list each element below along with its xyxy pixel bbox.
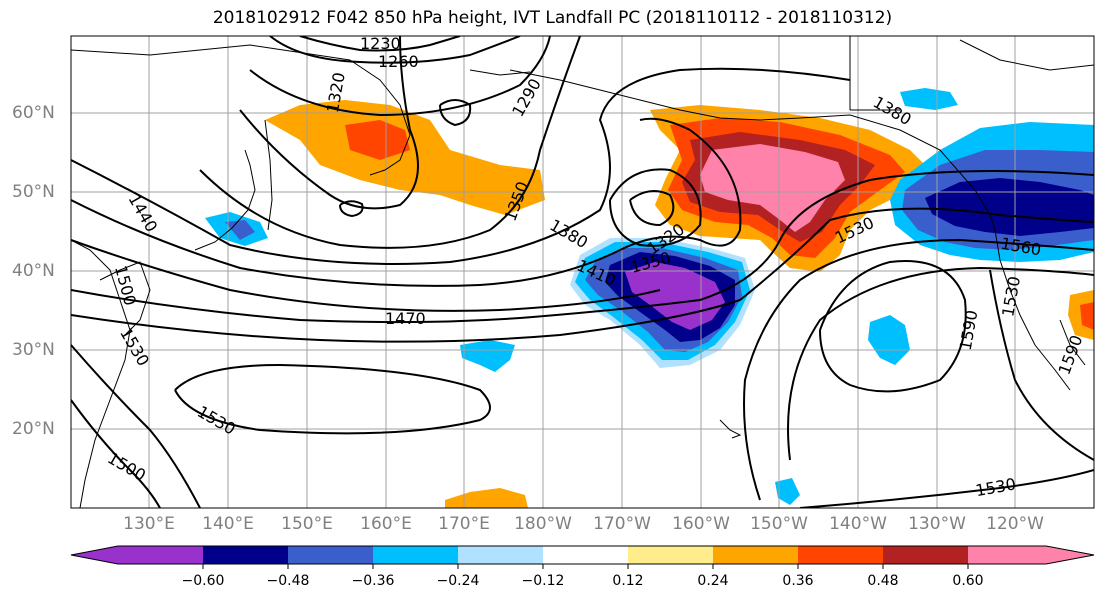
lon-label: 170°E <box>438 514 490 534</box>
lon-label: 180°W <box>514 514 572 534</box>
shade-blue-small-3 <box>775 478 800 505</box>
colorbar-tick-label: −0.24 <box>436 573 480 589</box>
contour-1530-south-loop <box>174 363 491 435</box>
colorbar-seg <box>713 546 798 564</box>
coast-alaska <box>509 69 996 231</box>
colorbar-tick-label: 0.12 <box>612 573 644 589</box>
lon-label: 140°W <box>829 514 887 534</box>
lat-label: 60°N <box>12 103 55 123</box>
contour-1530-east <box>743 238 1094 501</box>
shade-red-kamchatka <box>345 120 410 160</box>
contour-1440 <box>71 239 661 312</box>
lon-label: 150°E <box>281 514 333 534</box>
colorbar-tick-label: 0.60 <box>952 573 984 589</box>
contour-low-central-2 <box>609 168 702 247</box>
shade-blue-alaska <box>900 88 958 110</box>
contour-1530-sw <box>71 344 201 508</box>
contour-1500-mid <box>71 207 1094 343</box>
lon-label: 120°W <box>986 514 1044 534</box>
shade-darkblue-japan <box>225 220 255 240</box>
contour-1350-west <box>199 36 581 249</box>
coast-japan <box>194 149 256 251</box>
lat-label: 30°N <box>12 340 55 360</box>
colorbar-outline <box>70 545 1095 565</box>
contour-label: 1230 <box>360 34 401 53</box>
colorbar-tick-label: −0.60 <box>181 573 225 589</box>
contour-1500-sw <box>71 399 161 508</box>
contour-low-central <box>629 190 675 227</box>
lon-label: 160°E <box>360 514 412 534</box>
colorbar-tick-label: −0.12 <box>521 573 565 589</box>
colorbar-max-arrow <box>1046 546 1094 564</box>
colorbar-seg <box>628 546 713 564</box>
shade-purple-central <box>625 262 725 330</box>
colorbar-seg <box>968 546 1046 564</box>
lon-label: 150°W <box>750 514 808 534</box>
colorbar-tick-label: −0.36 <box>351 573 395 589</box>
coast-canada-north <box>849 36 1094 111</box>
contour-1320-west <box>239 36 419 210</box>
colorbar-seg <box>288 546 373 564</box>
lon-label: 130°E <box>123 514 175 534</box>
contour-1290 <box>249 36 551 117</box>
colorbar-seg <box>373 546 458 564</box>
lat-label: 20°N <box>12 419 55 439</box>
contour-low-west-small <box>339 200 364 218</box>
map-title: 2018102912 F042 850 hPa height, IVT Land… <box>212 8 893 28</box>
contour-1470 <box>71 170 1094 324</box>
shade-red-small-2 <box>1080 302 1094 330</box>
coast-kamchatka <box>349 59 411 176</box>
map-frame <box>70 35 1095 509</box>
colorbar-min-arrow <box>71 546 118 564</box>
contour-label: 1260 <box>378 52 419 71</box>
coast-korea-china <box>99 261 151 336</box>
shade-blue-small-2 <box>460 340 515 372</box>
colorbar-seg <box>798 546 883 564</box>
contour-label: 1470 <box>385 309 426 328</box>
colorbar-seg <box>458 546 543 564</box>
shade-pink-gulf <box>700 144 845 232</box>
contour-1530-se <box>799 469 1094 508</box>
lon-label: 170°W <box>593 514 651 534</box>
coast-aleutian <box>469 69 531 76</box>
contour-1410 <box>71 117 742 287</box>
coast-asia <box>71 239 131 508</box>
lat-label: 40°N <box>12 261 55 281</box>
lon-label: 160°W <box>672 514 730 534</box>
shade-orange-small-1 <box>445 488 528 508</box>
colorbar-tick-label: 0.48 <box>867 573 899 589</box>
colorbar-seg <box>203 546 288 564</box>
coast-na-west <box>994 229 1071 391</box>
lat-label: 50°N <box>12 182 55 202</box>
colorbar-seg <box>543 546 628 564</box>
contour-1590-loop <box>819 260 967 393</box>
contour-1560 <box>787 266 1094 461</box>
height-contours <box>71 36 1094 508</box>
colorbar-tick-label: −0.48 <box>266 573 310 589</box>
contour-1260 <box>269 36 521 64</box>
colorbar-seg <box>118 546 203 564</box>
lon-label: 130°W <box>908 514 966 534</box>
shade-blue-small-1 <box>868 315 910 365</box>
colorbar <box>70 545 1095 569</box>
contour-1230 <box>299 36 461 52</box>
coast-hawaii <box>719 419 742 439</box>
contour-low-loop-1 <box>439 99 472 127</box>
shade-orange-kamchatka <box>265 100 545 215</box>
colorbar-tick-label: 0.24 <box>697 573 729 589</box>
contour-1380-west <box>71 67 851 265</box>
colorbar-seg <box>883 546 968 564</box>
lon-label: 140°E <box>202 514 254 534</box>
colorbar-tick-label: 0.36 <box>782 573 814 589</box>
contour-1590-se <box>989 269 1094 461</box>
coast-baja <box>1059 319 1086 366</box>
